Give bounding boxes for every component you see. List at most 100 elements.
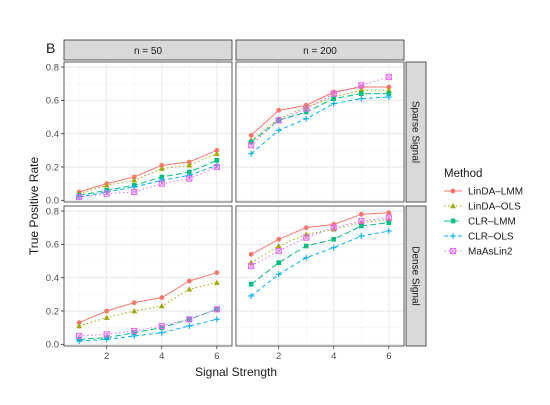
data-point bbox=[330, 90, 337, 97]
marker-box bbox=[248, 142, 255, 149]
legend-title: Method bbox=[444, 168, 482, 180]
data-point bbox=[330, 244, 337, 251]
data-point bbox=[358, 233, 365, 239]
marker-box bbox=[213, 163, 220, 171]
data-point bbox=[186, 159, 192, 165]
data-point bbox=[275, 243, 282, 249]
y-tick-label: 0.4 bbox=[46, 129, 59, 140]
data-point bbox=[131, 308, 138, 314]
data-point bbox=[131, 300, 137, 306]
x-tick-label: 2 bbox=[276, 351, 281, 362]
facet-strip-column bbox=[63, 39, 233, 61]
marker-stroke bbox=[213, 164, 220, 170]
marker-stroke bbox=[186, 316, 193, 323]
marker-stroke bbox=[358, 218, 365, 224]
facet-panels: n = 50 n = 200 Sparse Signal Dense Signal 0.… bbox=[46, 39, 427, 362]
data-point bbox=[248, 293, 255, 299]
marker-stroke bbox=[131, 328, 138, 334]
marker-stroke bbox=[248, 142, 255, 149]
data-point bbox=[158, 303, 165, 309]
data-point bbox=[385, 73, 392, 81]
data-point bbox=[358, 82, 365, 89]
data-point bbox=[159, 295, 165, 301]
marker-stroke bbox=[76, 333, 83, 339]
series-line bbox=[78, 272, 217, 324]
data-point bbox=[213, 316, 220, 323]
series-line bbox=[250, 218, 389, 264]
data-point bbox=[186, 175, 193, 182]
data-point bbox=[331, 96, 337, 101]
marker-stroke bbox=[131, 189, 138, 195]
y-tick-label: 0.6 bbox=[46, 240, 59, 251]
data-point bbox=[276, 260, 281, 265]
series-line bbox=[79, 308, 218, 337]
data-point bbox=[303, 109, 309, 115]
data-point bbox=[303, 234, 310, 241]
y-tick-label: 0.8 bbox=[46, 62, 59, 73]
data-point bbox=[330, 224, 337, 231]
data-point bbox=[386, 84, 392, 90]
x-axis-title: Signal Strength bbox=[195, 365, 277, 379]
data-point bbox=[131, 174, 137, 180]
data-point bbox=[248, 139, 254, 145]
x-tick-label: 6 bbox=[386, 351, 391, 362]
data-point bbox=[131, 188, 138, 196]
marker-box bbox=[303, 105, 310, 112]
panel-n-50-dense-signal bbox=[63, 205, 233, 347]
series-line bbox=[250, 89, 389, 141]
panel-border bbox=[235, 205, 405, 347]
data-point bbox=[214, 270, 220, 276]
marker-box bbox=[449, 247, 457, 255]
series-linda-lmm bbox=[76, 270, 220, 326]
data-point bbox=[186, 278, 192, 284]
data-point bbox=[158, 177, 165, 184]
data-point bbox=[248, 132, 254, 138]
marker-stroke bbox=[303, 105, 310, 112]
legend-label: CLR–LMM bbox=[468, 217, 516, 228]
data-point bbox=[159, 162, 165, 168]
data-point bbox=[76, 320, 82, 326]
series-linda-lmm bbox=[248, 210, 392, 257]
y-tick-label: 0.0 bbox=[46, 196, 59, 207]
data-point bbox=[159, 325, 165, 330]
data-point bbox=[275, 127, 282, 134]
facet-strip-label-n-50: n = 50 bbox=[134, 46, 163, 57]
marker-box bbox=[330, 224, 337, 231]
data-point bbox=[76, 332, 83, 340]
marker-box bbox=[158, 322, 165, 330]
data-point bbox=[186, 323, 193, 329]
series-linda-ols bbox=[76, 279, 220, 329]
data-point bbox=[76, 323, 83, 329]
data-point bbox=[303, 115, 310, 122]
marker-box bbox=[330, 90, 337, 97]
data-point bbox=[248, 262, 255, 270]
marker-box bbox=[76, 193, 83, 201]
marker-box bbox=[358, 217, 365, 225]
series-maaslin2 bbox=[248, 214, 392, 270]
data-point bbox=[303, 254, 310, 261]
data-point bbox=[275, 271, 282, 278]
panel-background bbox=[236, 206, 404, 346]
data-point bbox=[158, 322, 165, 330]
series-maaslin2 bbox=[76, 163, 220, 201]
data-point bbox=[386, 210, 392, 216]
data-point bbox=[104, 308, 110, 314]
data-point bbox=[385, 94, 392, 100]
panel-background bbox=[236, 62, 404, 202]
data-point bbox=[275, 117, 282, 124]
panel-n-200-sparse-signal bbox=[235, 61, 405, 203]
legend-label: MaAsLin2 bbox=[468, 247, 513, 258]
panel-border bbox=[63, 205, 233, 347]
panel-tag: B bbox=[46, 40, 55, 56]
series-clr-ols bbox=[76, 316, 220, 344]
legend-key-marker bbox=[450, 233, 456, 239]
series-line bbox=[250, 93, 389, 143]
marker-stroke bbox=[213, 306, 220, 313]
data-point bbox=[385, 214, 392, 221]
facet-strip-label-sparse-signal: Sparse Signal bbox=[410, 101, 421, 163]
marker-box bbox=[186, 175, 193, 182]
data-point bbox=[103, 331, 110, 338]
marker-stroke bbox=[385, 74, 392, 80]
marker-stroke bbox=[450, 248, 456, 254]
